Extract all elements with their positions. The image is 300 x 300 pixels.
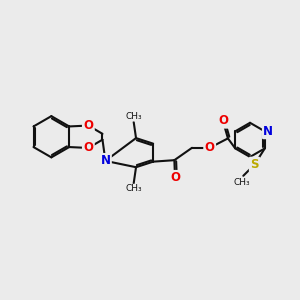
Text: O: O xyxy=(205,141,215,154)
Text: O: O xyxy=(83,119,93,132)
Text: CH₃: CH₃ xyxy=(125,184,142,193)
Text: O: O xyxy=(170,171,180,184)
Text: CH₃: CH₃ xyxy=(125,112,142,121)
Text: O: O xyxy=(218,114,229,127)
Text: N: N xyxy=(100,154,110,167)
Text: N: N xyxy=(263,125,273,138)
Text: O: O xyxy=(83,141,93,154)
Text: S: S xyxy=(250,158,259,171)
Text: CH₃: CH₃ xyxy=(233,178,250,187)
